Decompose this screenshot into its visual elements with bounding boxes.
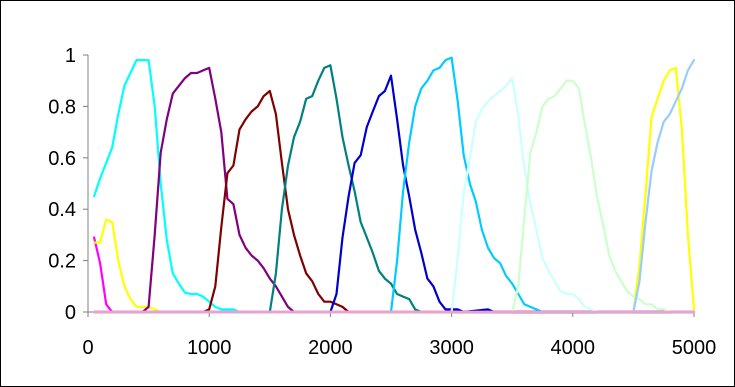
series-line-7	[93, 74, 696, 314]
series-line-1	[93, 59, 696, 314]
y-tick-label: 1	[65, 45, 76, 67]
y-tick-label: 0.8	[48, 96, 76, 118]
y-tick-label: 0.4	[48, 199, 76, 221]
series-line-9	[93, 77, 696, 314]
x-tick-label: 3000	[429, 337, 474, 359]
x-tick-label: 2000	[308, 337, 353, 359]
series-line-4	[93, 66, 696, 314]
y-tick-label: 0	[65, 302, 76, 324]
x-tick-label: 0	[82, 337, 93, 359]
y-tick-label: 0.2	[48, 251, 76, 273]
x-tick-label: 5000	[672, 337, 717, 359]
series-line-6	[93, 64, 696, 314]
series-group	[93, 56, 696, 314]
y-tick-label: 0.6	[48, 148, 76, 170]
tick-labels: 0 0.2 0.4 0.6 0.8 1 0 1000 2000 3000 4000 5000	[48, 45, 716, 359]
series-line-2	[93, 236, 696, 314]
x-tick-label: 4000	[551, 337, 596, 359]
x-tick-label: 1000	[187, 337, 232, 359]
series-line-11	[93, 59, 696, 314]
series-line-5	[93, 89, 696, 314]
series-line-10	[93, 79, 696, 314]
